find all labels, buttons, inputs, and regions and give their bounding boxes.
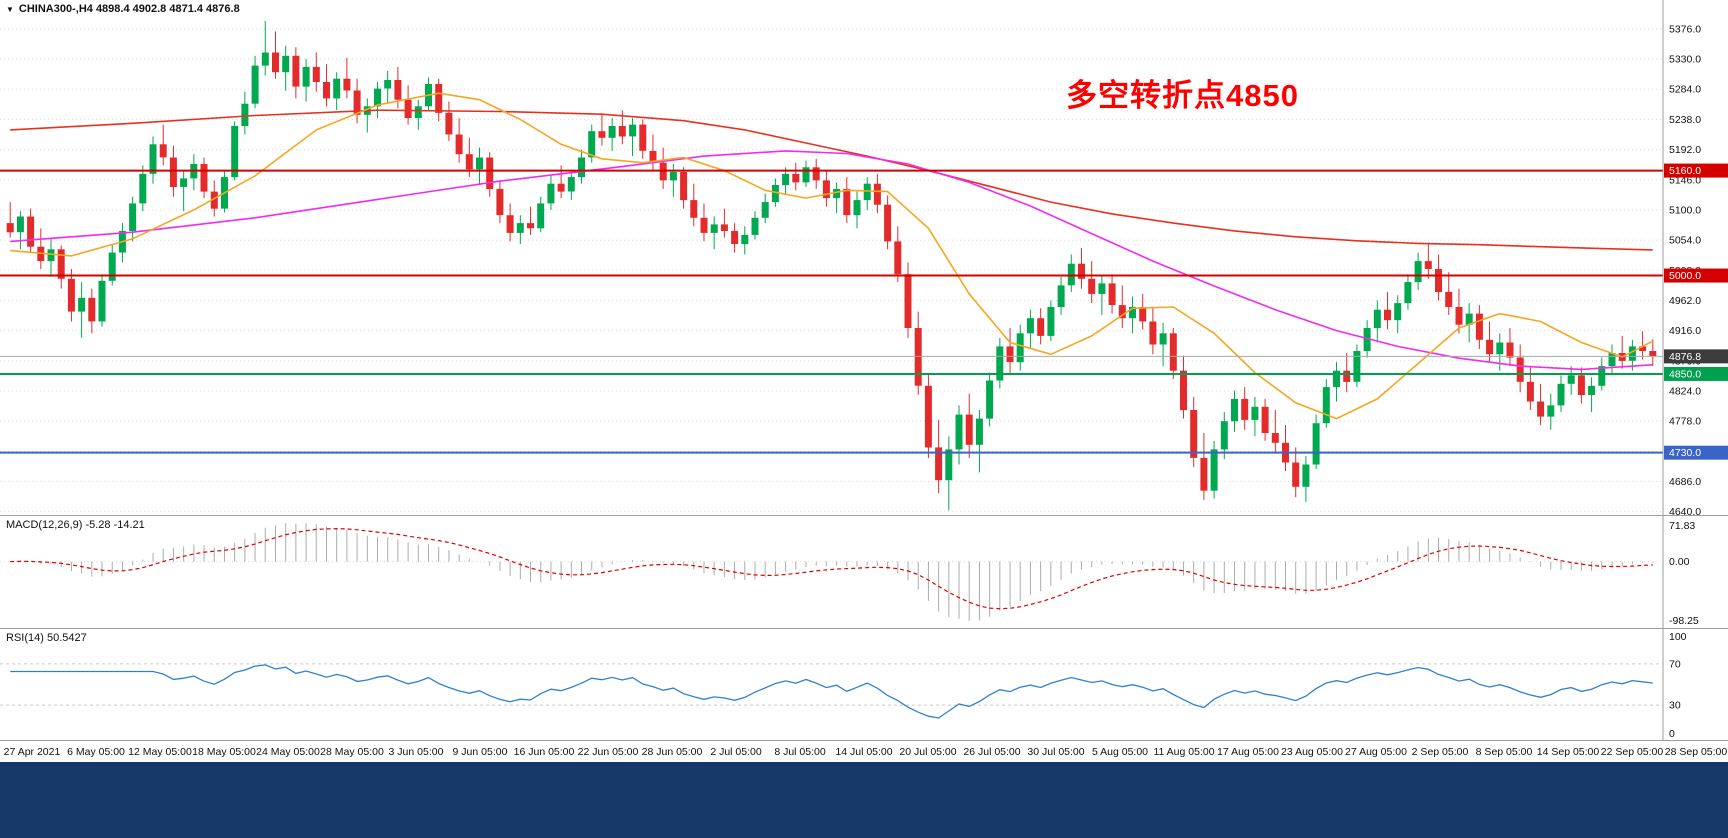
time-label: 12 May 05:00 (128, 746, 192, 758)
svg-text:5054.0: 5054.0 (1669, 235, 1701, 247)
svg-text:30: 30 (1669, 700, 1681, 712)
rsi-panel: 100 70 30 0 RSI(14) 50.5427 (0, 628, 1728, 740)
time-label: 8 Jul 05:00 (774, 746, 826, 758)
svg-text:4876.8: 4876.8 (1669, 351, 1701, 363)
macd-signal-line (10, 528, 1653, 610)
horizontal-levels: 5160.0 5000.0 4876.8 4850.0 4730.0 (0, 163, 1728, 460)
time-label: 23 Aug 05:00 (1281, 746, 1343, 758)
time-label: 28 Sep 05:00 (1664, 746, 1728, 758)
time-label: 22 Sep 05:00 (1600, 746, 1664, 758)
svg-text:5000.0: 5000.0 (1669, 270, 1701, 282)
price-tag (1664, 349, 1728, 364)
svg-text:4916.0: 4916.0 (1669, 325, 1701, 337)
svg-text:-98.25: -98.25 (1669, 615, 1699, 627)
price-tag (1664, 366, 1728, 381)
svg-text:70: 70 (1669, 658, 1681, 670)
svg-text:5160.0: 5160.0 (1669, 165, 1701, 177)
svg-text:5238.0: 5238.0 (1669, 114, 1701, 126)
time-label: 9 Jun 05:00 (452, 746, 508, 758)
svg-text:4778.0: 4778.0 (1669, 416, 1701, 428)
time-label: 6 May 05:00 (67, 746, 125, 758)
time-label: 2 Sep 05:00 (1411, 746, 1469, 758)
time-label: 22 Jun 05:00 (577, 746, 639, 758)
svg-text:4640.0: 4640.0 (1669, 506, 1701, 515)
time-label: 14 Sep 05:00 (1536, 746, 1600, 758)
price-tag (1664, 268, 1728, 283)
svg-text:5330.0: 5330.0 (1669, 54, 1701, 66)
rsi-label: RSI(14) 50.5427 (6, 632, 87, 644)
time-label: 14 Jul 05:00 (835, 746, 893, 758)
time-label: 3 Jun 05:00 (388, 746, 444, 758)
price-tag (1664, 445, 1728, 460)
time-label: 18 May 05:00 (192, 746, 256, 758)
svg-text:5100.0: 5100.0 (1669, 204, 1701, 216)
time-label: 20 Jul 05:00 (899, 746, 957, 758)
rsi-canvas[interactable]: 100 70 30 0 (0, 629, 1728, 740)
time-label: 16 Jun 05:00 (513, 746, 575, 758)
time-label: 2 Jul 05:00 (710, 746, 762, 758)
time-label: 17 Aug 05:00 (1217, 746, 1279, 758)
rsi-line (10, 664, 1653, 719)
time-label: 28 May 05:00 (320, 746, 384, 758)
svg-text:0.00: 0.00 (1669, 556, 1690, 568)
bottom-bar (0, 762, 1728, 838)
macd-panel: 71.83 0.00 -98.25 MACD(12,26,9) -5.28 -14.… (0, 515, 1728, 628)
ohlc-readout: CHINA300-,H4 4898.4 4902.8 4871.4 4876.8 (18, 3, 240, 15)
svg-text:4824.0: 4824.0 (1669, 386, 1701, 398)
chart-menu-icon[interactable]: ▼ (6, 4, 14, 14)
time-label: 24 May 05:00 (256, 746, 320, 758)
svg-text:71.83: 71.83 (1669, 520, 1695, 532)
time-label: 26 Jul 05:00 (963, 746, 1021, 758)
time-axis[interactable]: 27 Apr 2021 6 May 05:00 12 May 05:00 18 May… (0, 740, 1728, 762)
time-label: 11 Aug 05:00 (1153, 746, 1215, 758)
time-label: 27 Apr 2021 (3, 746, 61, 758)
svg-text:4850.0: 4850.0 (1669, 368, 1701, 380)
svg-text:5376.0: 5376.0 (1669, 23, 1701, 35)
price-tag (1664, 163, 1728, 178)
svg-text:4686.0: 4686.0 (1669, 476, 1701, 488)
ma-slow-red (10, 109, 1653, 251)
symbol-info: ▼ CHINA300-,H4 4898.4 4902.8 4871.4 4876… (6, 3, 240, 15)
time-label: 28 Jun 05:00 (641, 746, 703, 758)
annotation-text: 多空转折点4850 (1066, 78, 1299, 113)
ma-fast-orange (10, 92, 1654, 420)
svg-text:5192.0: 5192.0 (1669, 144, 1701, 156)
macd-histogram (19, 523, 1654, 621)
macd-label: MACD(12,26,9) -5.28 -14.21 (6, 519, 145, 531)
candles-layer (6, 21, 1657, 511)
main-chart-panel: 5376.0 5330.0 5284.0 5238.0 5192.0 5146.0 5100… (0, 0, 1728, 515)
price-chart-canvas[interactable]: 5376.05330.05284.05238.05192.05146.05100… (0, 0, 1728, 515)
macd-canvas[interactable]: 71.83 0.00 -98.25 (0, 516, 1728, 628)
ma-medium-magenta (10, 150, 1653, 371)
time-label: 8 Sep 05:00 (1475, 746, 1533, 758)
time-label: 30 Jul 05:00 (1027, 746, 1085, 758)
svg-text:100: 100 (1669, 631, 1687, 643)
svg-text:0: 0 (1669, 728, 1675, 740)
svg-text:4730.0: 4730.0 (1669, 447, 1701, 459)
svg-text:5284.0: 5284.0 (1669, 84, 1701, 96)
svg-text:4962.0: 4962.0 (1669, 295, 1701, 307)
time-label: 5 Aug 05:00 (1091, 746, 1149, 758)
time-label: 27 Aug 05:00 (1345, 746, 1407, 758)
